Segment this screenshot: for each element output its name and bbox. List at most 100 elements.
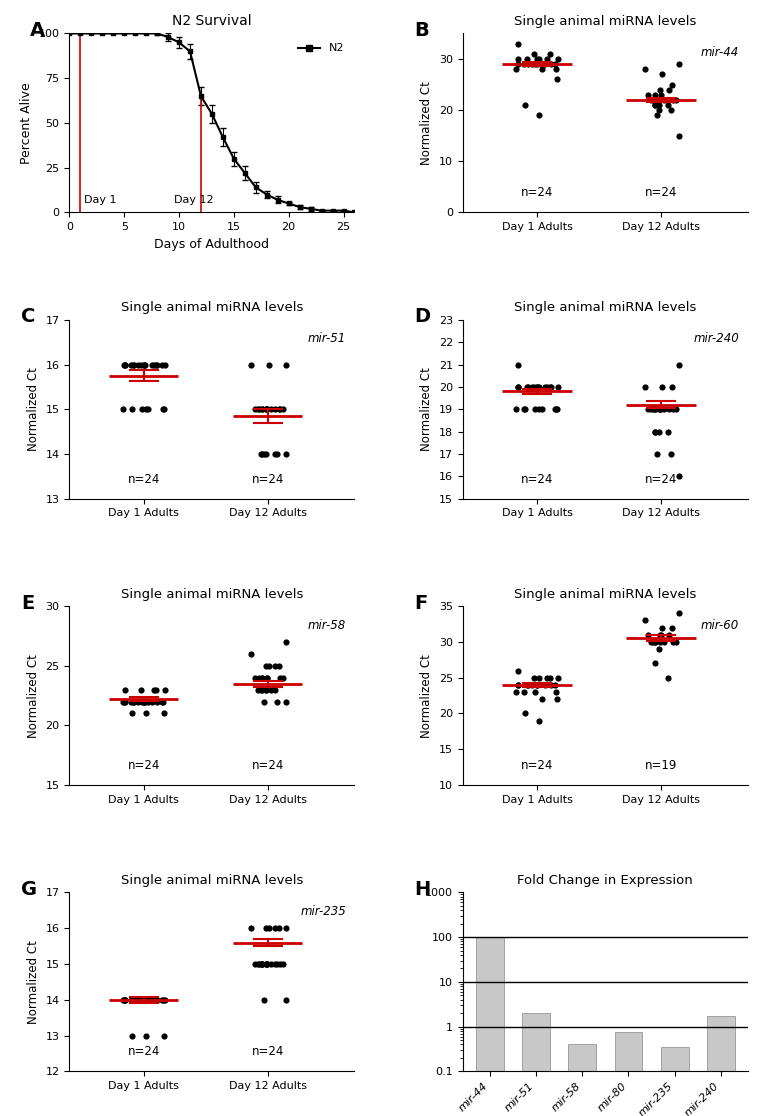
Title: Single animal miRNA levels: Single animal miRNA levels <box>121 874 303 887</box>
Point <box>655 626 667 644</box>
Point <box>264 401 277 418</box>
Point <box>666 618 678 636</box>
Point <box>551 401 564 418</box>
Point <box>549 401 561 418</box>
Point <box>539 55 551 73</box>
Point <box>658 633 671 651</box>
Point <box>533 378 545 396</box>
Title: N2 Survival: N2 Survival <box>172 15 252 28</box>
Point <box>673 605 685 623</box>
Point <box>549 676 561 694</box>
Point <box>159 356 171 374</box>
Point <box>263 920 275 937</box>
Point <box>146 356 158 374</box>
Y-axis label: Normalized Ct: Normalized Ct <box>420 367 433 451</box>
Point <box>649 86 662 104</box>
Point <box>157 401 169 418</box>
Point <box>665 445 677 463</box>
Point <box>641 401 654 418</box>
Point <box>146 991 158 1009</box>
Point <box>550 401 563 418</box>
Point <box>125 991 137 1009</box>
Point <box>119 356 131 374</box>
Point <box>510 683 522 701</box>
Point <box>536 401 548 418</box>
Point <box>140 693 152 711</box>
Point <box>673 127 685 145</box>
Point <box>653 96 665 114</box>
Point <box>271 445 284 463</box>
Point <box>667 92 679 109</box>
Title: Single animal miRNA levels: Single animal miRNA levels <box>514 588 696 600</box>
Point <box>116 401 129 418</box>
Point <box>256 668 268 686</box>
Y-axis label: Percent Alive: Percent Alive <box>20 83 33 164</box>
Point <box>544 378 556 396</box>
Bar <box>614 1032 642 1116</box>
Point <box>280 991 292 1009</box>
Y-axis label: Normalized Ct: Normalized Ct <box>420 654 433 738</box>
Point <box>140 704 152 722</box>
Point <box>662 626 675 644</box>
Point <box>519 704 531 722</box>
Point <box>273 657 285 675</box>
Point <box>647 401 659 418</box>
Point <box>255 445 268 463</box>
Point <box>280 693 292 711</box>
Point <box>544 55 557 73</box>
Point <box>119 681 131 699</box>
Point <box>137 991 150 1009</box>
Point <box>526 55 538 73</box>
Point <box>662 80 675 98</box>
Point <box>159 991 171 1009</box>
Point <box>133 693 145 711</box>
Point <box>273 920 285 937</box>
Point <box>255 955 268 973</box>
Point <box>138 693 150 711</box>
Point <box>551 690 564 708</box>
Point <box>656 618 668 636</box>
Point <box>264 681 277 699</box>
Point <box>649 423 662 441</box>
Bar <box>522 1013 550 1116</box>
Point <box>649 96 662 114</box>
Point <box>529 401 541 418</box>
Point <box>670 92 682 109</box>
Point <box>256 445 268 463</box>
Point <box>673 356 685 374</box>
Point <box>531 676 544 694</box>
Point <box>118 991 130 1009</box>
Point <box>648 423 661 441</box>
Text: mir-240: mir-240 <box>694 333 739 345</box>
Point <box>541 378 554 396</box>
Point <box>261 955 274 973</box>
Point <box>251 681 264 699</box>
Text: n=24: n=24 <box>127 759 160 772</box>
Point <box>260 401 272 418</box>
Point <box>140 356 152 374</box>
Point <box>673 468 685 485</box>
Text: E: E <box>21 594 34 613</box>
Text: n=24: n=24 <box>645 472 677 485</box>
Point <box>269 401 281 418</box>
Point <box>260 657 272 675</box>
Point <box>258 991 270 1009</box>
Point <box>673 55 685 73</box>
Point <box>138 356 150 374</box>
Point <box>116 693 129 711</box>
Legend: N2: N2 <box>294 39 349 58</box>
Point <box>533 668 545 686</box>
Point <box>526 378 538 396</box>
Point <box>150 356 163 374</box>
Point <box>531 55 544 73</box>
Point <box>136 693 148 711</box>
Point <box>136 401 148 418</box>
Point <box>651 106 663 124</box>
Point <box>656 378 668 396</box>
Point <box>277 668 289 686</box>
Text: B: B <box>414 21 429 40</box>
Point <box>150 681 163 699</box>
Point <box>534 106 546 124</box>
Text: n=24: n=24 <box>645 186 677 200</box>
Point <box>273 401 285 418</box>
